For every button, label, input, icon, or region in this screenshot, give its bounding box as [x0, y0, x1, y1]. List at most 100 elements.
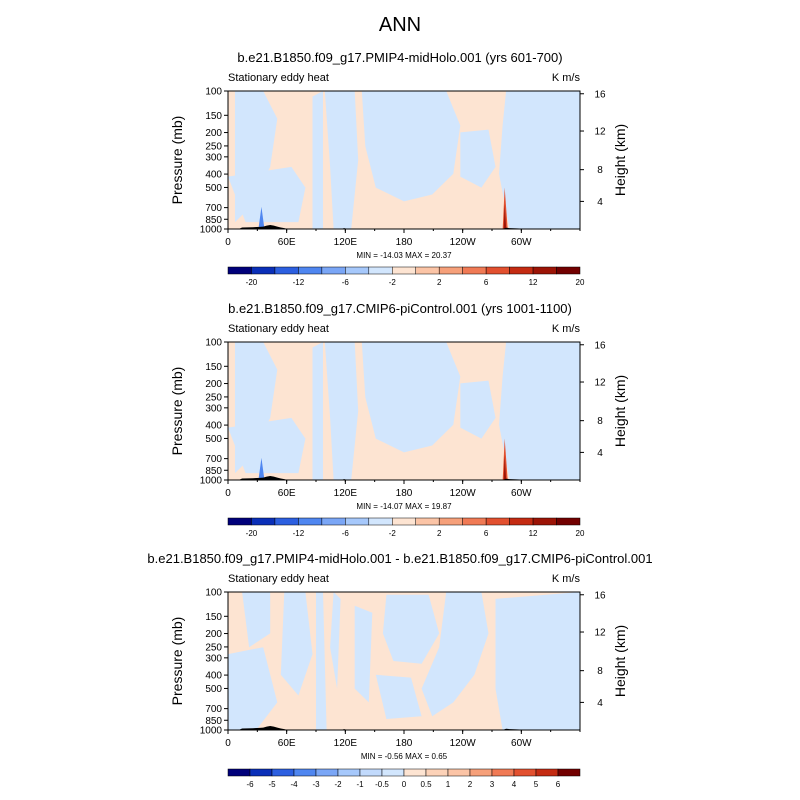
height-tick-label: 8 [597, 666, 603, 677]
pressure-tick-label: 100 [205, 87, 222, 98]
height-tick-label: 12 [594, 127, 606, 138]
colorbar-label: -12 [293, 529, 305, 538]
colorbar-swatch [321, 266, 346, 275]
pressure-tick-label: 850 [205, 215, 222, 226]
colorbar-swatch [462, 517, 487, 526]
colorbar-swatch [271, 768, 295, 777]
pressure-tick-label: 400 [205, 421, 222, 432]
colorbar-swatch [438, 517, 463, 526]
field-negative-region [228, 417, 306, 474]
colorbar-swatch [556, 266, 581, 275]
field-strong-negative [258, 206, 265, 229]
pressure-tick-label: 300 [205, 653, 222, 664]
page-title: ANN [378, 14, 422, 36]
colorbar-swatch [491, 768, 515, 777]
colorbar-label: 6 [484, 278, 489, 287]
panel-left-label: Stationary eddy heat [228, 72, 329, 84]
colorbar-label: 12 [529, 529, 538, 538]
colorbar-swatch [345, 517, 370, 526]
pressure-tick-label: 850 [205, 716, 222, 727]
colorbar-label: 6 [556, 780, 561, 789]
field-negative-region [354, 605, 373, 703]
field-negative-region [499, 91, 580, 229]
field-negative-region [375, 674, 422, 719]
x-tick-label: 60W [511, 738, 532, 749]
pressure-tick-label: 500 [205, 684, 222, 695]
min-max-stats: MIN = -14.07 MAX = 19.87 [356, 502, 452, 511]
panel-3: b.e21.B1850.f09_g17.PMIP4-midHolo.001 - … [147, 551, 652, 789]
field-negative-region [312, 342, 323, 480]
field-strong-positive-core [503, 455, 507, 480]
height-tick-label: 8 [597, 416, 603, 427]
panel-units: K m/s [552, 573, 581, 585]
topography [238, 476, 288, 480]
colorbar-swatch [337, 768, 361, 777]
x-tick-label: 120W [450, 488, 477, 499]
colorbar-label: -6 [342, 278, 350, 287]
colorbar-swatch [556, 517, 581, 526]
field-negative-region [495, 592, 580, 730]
colorbar-label: 0.5 [420, 780, 432, 789]
pressure-tick-label: 250 [205, 141, 222, 152]
pressure-tick-label: 400 [205, 671, 222, 682]
colorbar-swatch [485, 517, 510, 526]
colorbar-swatch [535, 768, 559, 777]
field-negative-region [382, 594, 440, 664]
height-tick-label: 16 [594, 590, 606, 601]
colorbar-swatch [249, 768, 273, 777]
pressure-tick-label: 150 [205, 612, 222, 623]
pressure-tick-label: 700 [205, 704, 222, 715]
panel-units: K m/s [552, 72, 581, 84]
colorbar-swatch [532, 266, 557, 275]
pressure-tick-label: 700 [205, 454, 222, 465]
colorbar-label: 1 [446, 780, 451, 789]
colorbar-label: 2 [468, 780, 473, 789]
colorbar-swatch [298, 517, 323, 526]
colorbar-label: 3 [490, 780, 495, 789]
x-tick-label: 60E [278, 488, 296, 499]
height-tick-label: 12 [594, 378, 606, 389]
height-tick-label: 12 [594, 628, 606, 639]
field-strong-positive-core [503, 204, 507, 229]
panel-title: b.e21.B1850.f09_g17.CMIP6-piControl.001 … [228, 301, 572, 316]
colorbar-label: 20 [576, 529, 585, 538]
colorbar-swatch [447, 768, 471, 777]
x-tick-label: 120E [334, 738, 358, 749]
panel-2: b.e21.B1850.f09_g17.CMIP6-piControl.001 … [169, 301, 628, 538]
topography [238, 726, 288, 730]
x-tick-label: 120E [334, 488, 358, 499]
colorbar-swatch [509, 266, 534, 275]
colorbar-swatch [227, 517, 252, 526]
field-negative-region [460, 129, 496, 188]
colorbar-swatch [251, 517, 276, 526]
colorbar-swatch [227, 768, 251, 777]
min-max-stats: MIN = -14.03 MAX = 20.37 [356, 251, 452, 260]
colorbar-label: 12 [529, 278, 538, 287]
y-axis-label: Pressure (mb) [169, 116, 185, 205]
colorbar-label: 6 [484, 529, 489, 538]
y2-axis-label: Height (km) [612, 124, 628, 196]
pressure-tick-label: 100 [205, 588, 222, 599]
colorbar-swatch [469, 768, 493, 777]
panel-title: b.e21.B1850.f09_g17.PMIP4-midHolo.001 - … [147, 551, 652, 566]
field-negative-region [361, 91, 461, 202]
colorbar-swatch [392, 517, 416, 526]
colorbar-swatch [298, 266, 323, 275]
colorbar-swatch [557, 768, 581, 777]
pressure-tick-label: 500 [205, 183, 222, 194]
colorbar-swatch [293, 768, 317, 777]
pressure-tick-label: 200 [205, 629, 222, 640]
pressure-tick-label: 150 [205, 362, 222, 373]
height-tick-label: 8 [597, 165, 603, 176]
colorbar-label: -20 [246, 278, 258, 287]
height-tick-label: 16 [594, 89, 606, 100]
height-tick-label: 4 [597, 448, 603, 459]
colorbar-label: 5 [534, 780, 539, 789]
x-tick-label: 60W [511, 488, 532, 499]
pressure-tick-label: 700 [205, 203, 222, 214]
field-negative-region [280, 592, 313, 696]
pressure-tick-label: 1000 [200, 476, 223, 487]
colorbar-swatch [485, 266, 510, 275]
pressure-tick-label: 150 [205, 111, 222, 122]
